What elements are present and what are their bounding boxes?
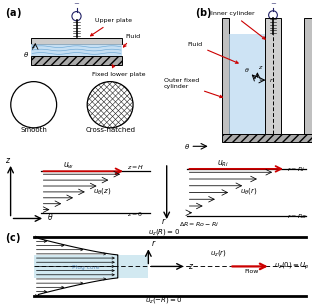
Bar (34, 255, 149, 278)
Circle shape (87, 82, 133, 128)
Text: $u_z(-R)=0$: $u_z(-R)=0$ (145, 295, 183, 305)
Text: Upper plate: Upper plate (90, 18, 132, 36)
Text: $u_z(R)=0$: $u_z(R)=0$ (148, 227, 180, 237)
Text: $\bf{(b)}$: $\bf{(b)}$ (195, 6, 212, 20)
Bar (265, 18, 281, 134)
Text: Fluid: Fluid (124, 34, 140, 47)
Text: Fluid: Fluid (187, 42, 238, 63)
Text: Fixed lower plate: Fixed lower plate (92, 65, 145, 77)
Text: $\bf{(a)}$: $\bf{(a)}$ (5, 6, 21, 20)
Text: Inner cylinder: Inner cylinder (211, 11, 265, 39)
Text: $\Delta R=Ro-Ri$: $\Delta R=Ro-Ri$ (179, 220, 219, 228)
Bar (222, 18, 229, 134)
Text: $z=0$: $z=0$ (127, 210, 144, 218)
Text: $u_{Ri}$: $u_{Ri}$ (217, 158, 229, 169)
Text: ~: ~ (74, 1, 80, 7)
Text: $u_z(0) = U_p$: $u_z(0) = U_p$ (274, 261, 310, 272)
Bar (31, 38, 122, 44)
Text: $u_z(r)$: $u_z(r)$ (210, 248, 227, 257)
Text: $z$: $z$ (188, 262, 194, 271)
Text: Cross-hatched: Cross-hatched (85, 128, 135, 133)
Text: Flow: Flow (245, 269, 259, 274)
Text: $\theta$: $\theta$ (244, 66, 250, 74)
Text: $\theta$: $\theta$ (46, 211, 53, 222)
Text: $z$: $z$ (5, 156, 11, 165)
Bar (31, 56, 122, 65)
Bar (229, 34, 265, 134)
Text: $\theta$: $\theta$ (23, 50, 29, 59)
Text: $z=H$: $z=H$ (127, 163, 145, 171)
Text: $\bf{(c)}$: $\bf{(c)}$ (5, 231, 21, 245)
Text: $r=Ri$: $r=Ri$ (287, 165, 306, 173)
Bar (304, 18, 312, 134)
Text: Plug core: Plug core (72, 265, 100, 270)
Text: $u_\theta(z)$: $u_\theta(z)$ (93, 186, 111, 196)
Text: $u_\theta(r)$: $u_\theta(r)$ (240, 186, 257, 196)
Text: $r$: $r$ (269, 76, 274, 83)
Text: $r=Ro$: $r=Ro$ (287, 213, 308, 221)
Text: Outer fixed
cylinder: Outer fixed cylinder (164, 78, 222, 98)
Text: $z$: $z$ (258, 63, 264, 71)
Text: $\theta$: $\theta$ (184, 142, 190, 151)
Text: $u_w$: $u_w$ (63, 161, 74, 171)
Text: Smooth: Smooth (20, 128, 47, 133)
Text: $z$: $z$ (31, 43, 37, 50)
Text: ~: ~ (270, 1, 276, 7)
Bar (222, 134, 312, 142)
Bar (31, 44, 122, 56)
Text: $r$: $r$ (161, 217, 166, 226)
Text: $r$: $r$ (151, 238, 156, 248)
